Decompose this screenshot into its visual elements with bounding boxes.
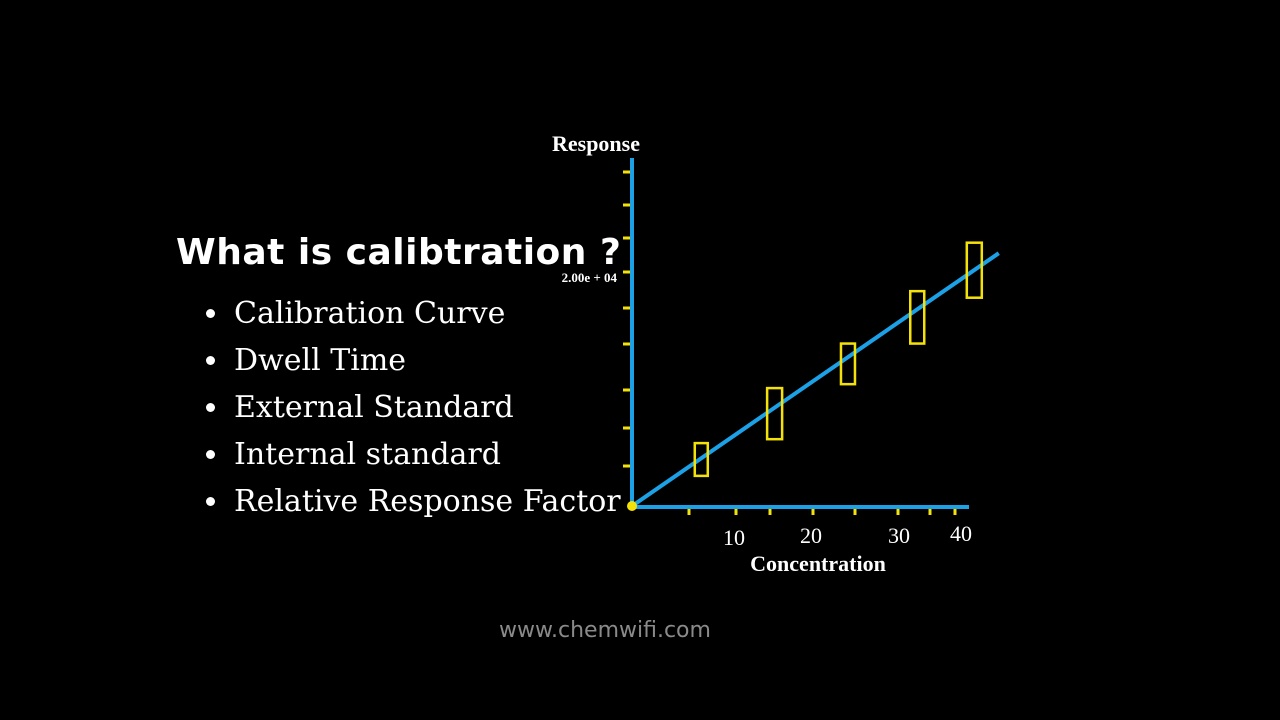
topic-label: External Standard bbox=[234, 390, 514, 425]
axis-ticks bbox=[623, 170, 957, 515]
topic-label: Relative Response Factor bbox=[234, 484, 621, 519]
fit-line bbox=[630, 251, 1000, 508]
topic-item: Relative Response Factor bbox=[206, 478, 621, 525]
topic-list: Calibration Curve Dwell Time External St… bbox=[206, 290, 621, 525]
error-boxes bbox=[693, 241, 984, 478]
topic-label: Internal standard bbox=[234, 437, 501, 472]
x-tick-label: 10 bbox=[723, 525, 745, 550]
error-box bbox=[839, 342, 857, 386]
topic-label: Calibration Curve bbox=[234, 296, 506, 331]
error-box bbox=[693, 441, 710, 478]
bullet-icon bbox=[206, 403, 215, 412]
origin-point bbox=[627, 501, 637, 511]
error-box bbox=[965, 241, 984, 299]
x-tick-label: 20 bbox=[800, 523, 822, 548]
x-tick-label: 40 bbox=[950, 521, 972, 546]
error-box bbox=[765, 386, 784, 441]
slide-heading: What is calibtration ? bbox=[176, 232, 622, 273]
x-axis-label: Concentration bbox=[750, 551, 886, 576]
bullet-icon bbox=[206, 497, 215, 506]
x-tick-label: 30 bbox=[888, 523, 910, 548]
bullet-icon bbox=[206, 309, 215, 318]
bullet-icon bbox=[206, 356, 215, 365]
topic-item: External Standard bbox=[206, 384, 621, 431]
topic-label: Dwell Time bbox=[234, 343, 407, 378]
website-footer: www.chemwifi.com bbox=[499, 618, 711, 643]
y-axis-label: Response bbox=[552, 131, 640, 156]
topic-item: Dwell Time bbox=[206, 337, 621, 384]
y-tick-label: 2.00e + 04 bbox=[562, 270, 618, 285]
topic-item: Internal standard bbox=[206, 431, 621, 478]
bullet-icon bbox=[206, 450, 215, 459]
topic-item: Calibration Curve bbox=[206, 290, 621, 337]
error-box bbox=[909, 289, 926, 345]
x-tick-labels: 10 20 30 40 bbox=[723, 521, 972, 550]
